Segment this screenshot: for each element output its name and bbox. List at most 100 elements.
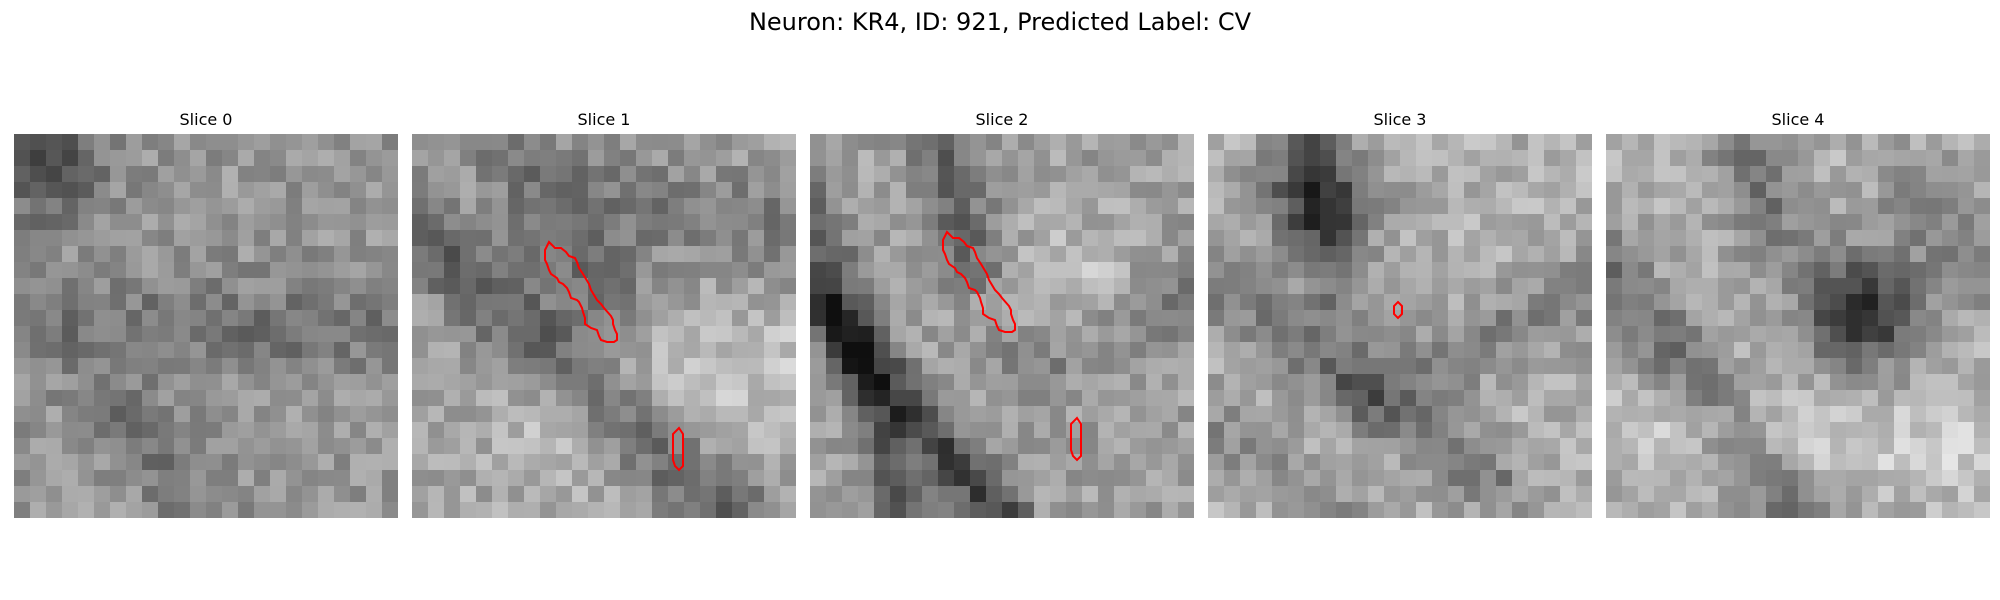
pixel [1910,150,1927,167]
pixel [444,278,461,295]
pixel [1082,342,1099,359]
pixel [1098,486,1115,503]
pixel [1926,150,1943,167]
pixel [1018,230,1035,247]
pixel [46,406,63,423]
pixel [588,374,605,391]
pixel [1224,422,1241,439]
pixel [334,326,351,343]
pixel [1718,358,1735,375]
pixel [1384,374,1401,391]
pixel [826,470,843,487]
pixel [1654,486,1671,503]
pixel [732,502,749,518]
pixel [620,422,637,439]
pixel [1082,326,1099,343]
pixel [700,294,717,311]
pixel [1878,454,1895,471]
pixel [668,214,685,231]
pixel [1702,230,1719,247]
pixel [350,454,367,471]
pixel [30,406,47,423]
pixel [1240,486,1257,503]
pixel [1686,134,1703,151]
pixel [524,358,541,375]
pixel [780,422,796,439]
pixel [460,454,477,471]
pixel [126,454,143,471]
pixel [78,294,95,311]
pixel [810,134,827,151]
pixel [700,214,717,231]
pixel [238,406,255,423]
pixel [906,486,923,503]
pixel [270,406,287,423]
pixel [1654,182,1671,199]
pixel [1034,246,1051,263]
pixel [1798,310,1815,327]
pixel [556,214,573,231]
pixel [492,294,509,311]
pixel [444,310,461,327]
pixel [318,406,335,423]
pixel [1448,438,1465,455]
pixel [1448,486,1465,503]
pixel [826,278,843,295]
pixel [1846,166,1863,183]
pixel [190,422,207,439]
pixel [1670,502,1687,518]
pixel [1352,374,1369,391]
pixel [1464,390,1481,407]
pixel [302,406,319,423]
pixel [1320,342,1337,359]
pixel [954,406,971,423]
pixel [412,342,429,359]
pixel [874,342,891,359]
pixel [906,438,923,455]
pixel [764,310,781,327]
pixel [1622,310,1639,327]
pixel [1528,390,1545,407]
pixel [540,342,557,359]
pixel [1560,198,1577,215]
pixel [1256,198,1273,215]
pixel [842,422,859,439]
pixel [1288,390,1305,407]
pixel [1670,134,1687,151]
pixel [110,486,127,503]
pixel [1670,214,1687,231]
pixel [508,390,525,407]
pixel [206,262,223,279]
pixel [700,390,717,407]
pixel [1910,470,1927,487]
pixel [1862,470,1879,487]
pixel [94,438,111,455]
pixel [270,230,287,247]
pixel [1910,358,1927,375]
pixel [286,294,303,311]
pixel [62,246,79,263]
pixel [1400,454,1417,471]
pixel [620,454,637,471]
pixel [620,406,637,423]
pixel [748,166,765,183]
pixel [1146,470,1163,487]
pixel [1846,150,1863,167]
pixel [350,134,367,151]
pixel [1798,294,1815,311]
pixel [1432,310,1449,327]
pixel [1082,486,1099,503]
pixel [318,438,335,455]
pixel [126,246,143,263]
pixel [1432,406,1449,423]
pixel [1814,326,1831,343]
pixel [1798,374,1815,391]
pixel [572,438,589,455]
pixel [1496,422,1513,439]
pixel [1464,470,1481,487]
pixel [1256,358,1273,375]
pixel [46,262,63,279]
pixel [78,406,95,423]
pixel [476,486,493,503]
pixel [874,166,891,183]
